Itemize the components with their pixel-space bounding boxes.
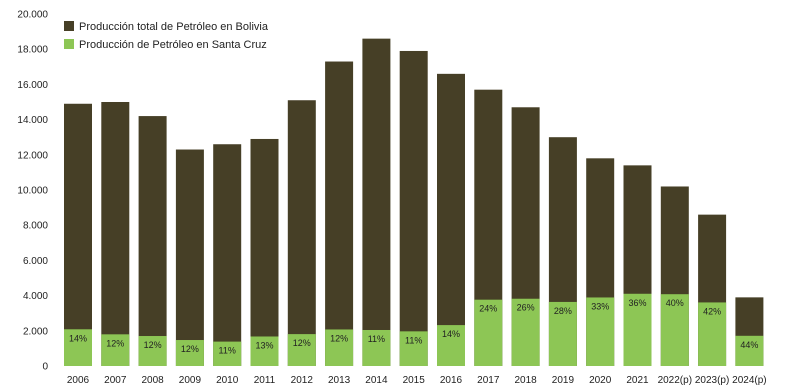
bar-santa-cruz: [64, 329, 92, 366]
x-tick-label: 2021: [626, 375, 649, 386]
x-tick-label: 2008: [141, 375, 164, 386]
x-tick-label: 2020: [589, 375, 612, 386]
bar-santa-cruz: [437, 325, 465, 366]
y-tick-label: 6.000: [23, 256, 48, 267]
bar-santa-cruz: [735, 335, 764, 366]
y-tick-label: 10.000: [17, 186, 48, 197]
bar-santa-cruz: [287, 334, 316, 366]
share-label: 36%: [628, 298, 646, 308]
y-tick-label: 4.000: [23, 291, 48, 302]
y-tick-label: 0: [42, 362, 48, 373]
bar-santa-cruz: [399, 331, 428, 366]
share-label: 33%: [591, 301, 609, 311]
share-label: 44%: [740, 340, 758, 350]
y-tick-label: 16.000: [17, 80, 48, 91]
share-label: 12%: [181, 344, 199, 354]
bar-santa-cruz: [138, 336, 167, 366]
bar-santa-cruz: [698, 302, 727, 366]
share-label: 14%: [69, 333, 87, 343]
y-tick-label: 8.000: [23, 221, 48, 232]
share-label: 12%: [106, 338, 124, 348]
share-label: 42%: [703, 306, 721, 316]
bar-santa-cruz: [250, 336, 279, 366]
bar-total-bolivia: [64, 103, 92, 366]
bar-santa-cruz: [213, 341, 242, 366]
share-label: 12%: [293, 338, 311, 348]
bar-santa-cruz: [175, 340, 204, 366]
share-label: 12%: [330, 333, 348, 343]
y-tick-label: 14.000: [17, 115, 48, 126]
legend: Producción total de Petróleo en Bolivia …: [64, 21, 269, 51]
x-tick-label: 2007: [104, 375, 127, 386]
bar-santa-cruz: [623, 293, 652, 366]
bar-total-bolivia: [138, 116, 167, 366]
x-tick-label: 2011: [254, 375, 276, 386]
x-tick-label: 2013: [328, 375, 351, 386]
share-label: 11%: [368, 334, 385, 344]
legend-label-bolivia: Producción total de Petróleo en Bolivia: [79, 21, 269, 33]
y-axis: 0 2.000 4.000 6.000 8.000 10.000 12.000 14.000 1…: [17, 10, 48, 373]
share-label: 26%: [517, 303, 535, 313]
share-label: 13%: [255, 340, 273, 350]
y-tick-label: 12.000: [17, 150, 48, 161]
legend-swatch-santa-cruz: [64, 39, 74, 49]
bars: [64, 38, 764, 367]
bar-santa-cruz: [325, 329, 354, 366]
x-tick-label: 2023(p): [695, 375, 729, 386]
x-axis: 2006 2007 2008 2009 2010 2011 2012 2013 2014 2015…: [67, 375, 767, 386]
bar-santa-cruz: [474, 299, 503, 366]
share-label: 12%: [144, 340, 162, 350]
x-tick-label: 2012: [291, 375, 314, 386]
share-label: 11%: [219, 346, 236, 356]
x-tick-label: 2014: [365, 375, 388, 386]
x-tick-label: 2010: [216, 375, 239, 386]
x-tick-label: 2024(p): [732, 375, 766, 386]
x-tick-label: 2018: [514, 375, 537, 386]
bar-total-bolivia: [325, 61, 354, 367]
share-label: 24%: [479, 304, 497, 314]
share-labels: 14% 12% 12% 12% 11% 13% 12% 12% 11% 11% 14% 24% 26% 2…: [69, 298, 758, 356]
legend-swatch-bolivia: [64, 21, 74, 31]
x-tick-label: 2017: [477, 375, 500, 386]
bar-total-bolivia: [437, 73, 465, 366]
bar-santa-cruz: [101, 334, 130, 366]
y-tick-label: 20.000: [17, 10, 48, 21]
y-tick-label: 2.000: [23, 326, 48, 337]
share-label: 40%: [666, 298, 684, 308]
x-tick-label: 2019: [552, 375, 575, 386]
share-label: 14%: [442, 329, 460, 339]
x-tick-label: 2022(p): [658, 375, 692, 386]
bar-total-bolivia: [362, 38, 391, 366]
bar-santa-cruz: [362, 329, 391, 366]
share-label: 11%: [405, 335, 422, 345]
x-tick-label: 2006: [67, 375, 90, 386]
bar-santa-cruz: [586, 297, 615, 366]
share-label: 28%: [554, 306, 572, 316]
bar-total-bolivia: [250, 138, 279, 366]
x-tick-label: 2016: [440, 375, 463, 386]
bar-total-bolivia: [175, 149, 204, 366]
bar-total-bolivia: [213, 144, 242, 366]
bar-total-bolivia: [101, 102, 130, 366]
x-tick-label: 2015: [403, 375, 426, 386]
bar-santa-cruz: [660, 294, 689, 366]
bar-total-bolivia: [287, 100, 316, 367]
bar-santa-cruz: [548, 301, 577, 366]
bar-santa-cruz: [511, 298, 540, 366]
bar-total-bolivia: [399, 50, 428, 367]
x-tick-label: 2009: [179, 375, 202, 386]
y-tick-label: 18.000: [17, 45, 48, 56]
legend-label-santa-cruz: Producción de Petróleo en Santa Cruz: [79, 39, 267, 51]
